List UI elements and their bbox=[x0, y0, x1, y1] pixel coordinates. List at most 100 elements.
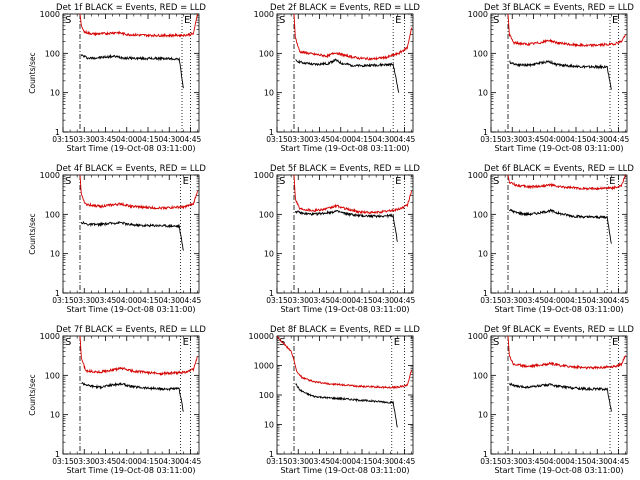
plot-frame bbox=[490, 13, 628, 133]
y-tick-label: 1000 bbox=[254, 171, 274, 180]
marker-label-e: E bbox=[612, 15, 618, 26]
panel-title: Det 4f BLACK = Events, RED = LLD bbox=[56, 164, 206, 174]
plot-frame bbox=[62, 13, 200, 133]
y-tick-label: 1000 bbox=[40, 332, 60, 341]
x-tick-label: 04:30 bbox=[586, 135, 608, 144]
y-axis-label: Counts/sec bbox=[28, 374, 37, 415]
plot-frame bbox=[490, 335, 628, 455]
x-tick-label: 04:45 bbox=[394, 457, 416, 466]
marker-label-e: E bbox=[394, 337, 400, 348]
y-tick-label: 10 bbox=[50, 250, 60, 259]
y-tick-label: 1 bbox=[483, 289, 488, 298]
events-trace-black bbox=[295, 383, 398, 428]
x-tick-label: 04:45 bbox=[608, 457, 630, 466]
lld-trace-red bbox=[507, 336, 626, 370]
y-tick-label: 10 bbox=[264, 89, 274, 98]
x-axis-label: Start Time (19-Oct-08 03:11:00) bbox=[494, 466, 623, 475]
x-axis-label: Start Time (19-Oct-08 03:11:00) bbox=[280, 144, 409, 153]
x-tick-label: 04:15 bbox=[351, 135, 373, 144]
panel-title: Det 8f BLACK = Events, RED = LLD bbox=[270, 325, 420, 335]
lld-trace-red bbox=[79, 14, 199, 39]
panel-title: Det 3f BLACK = Events, RED = LLD bbox=[484, 3, 634, 13]
x-tick-label: 03:45 bbox=[309, 457, 331, 466]
y-tick-label: 10 bbox=[478, 411, 488, 420]
y-tick-label: 100 bbox=[473, 210, 488, 219]
marker-label-e: E bbox=[395, 176, 401, 187]
panel-title: Det 1f BLACK = Events, RED = LLD bbox=[56, 3, 206, 13]
plot-frame bbox=[62, 335, 200, 455]
x-axis-label: Start Time (19-Oct-08 03:11:00) bbox=[494, 305, 623, 314]
events-trace-black bbox=[509, 382, 612, 412]
x-axis-label: Start Time (19-Oct-08 03:11:00) bbox=[66, 144, 195, 153]
x-tick-label: 03:15 bbox=[266, 296, 288, 305]
y-axis-label: Counts/sec bbox=[28, 52, 37, 93]
y-axis-label: Counts/sec bbox=[28, 213, 37, 254]
x-tick-label: 03:30 bbox=[287, 135, 309, 144]
lld-trace-red bbox=[293, 14, 413, 61]
y-tick-label: 1000 bbox=[468, 171, 488, 180]
x-tick-label: 04:00 bbox=[116, 135, 138, 144]
marker-label-s: S bbox=[65, 176, 71, 187]
y-tick-label: 1 bbox=[55, 289, 60, 298]
x-tick-label: 03:45 bbox=[95, 135, 117, 144]
y-tick-label: 1000 bbox=[254, 10, 274, 19]
x-tick-label: 04:30 bbox=[158, 457, 180, 466]
x-axis-label: Start Time (19-Oct-08 03:11:00) bbox=[494, 144, 623, 153]
panel-det-9: Det 9f BLACK = Events, RED = LLD 1 10 100 10… bbox=[468, 325, 635, 475]
events-trace-black bbox=[295, 58, 400, 93]
panel-title: Det 2f BLACK = Events, RED = LLD bbox=[270, 3, 420, 13]
events-trace-black bbox=[81, 381, 184, 412]
y-tick-label: 10000 bbox=[249, 332, 274, 341]
marker-label-e: E bbox=[183, 176, 189, 187]
marker-label-s: S bbox=[65, 15, 71, 26]
lld-trace-red bbox=[293, 175, 413, 215]
x-tick-label: 04:00 bbox=[330, 457, 352, 466]
marker-label-s: S bbox=[279, 176, 285, 187]
x-tick-label: 03:45 bbox=[309, 296, 331, 305]
y-tick-label: 1000 bbox=[468, 10, 488, 19]
x-tick-label: 04:30 bbox=[586, 457, 608, 466]
marker-label-e: E bbox=[395, 15, 401, 26]
plot-frame bbox=[276, 13, 414, 133]
plot-frame bbox=[62, 174, 200, 294]
marker-label-s: S bbox=[493, 337, 499, 348]
y-tick-label: 100 bbox=[473, 49, 488, 58]
x-tick-label: 03:15 bbox=[480, 296, 502, 305]
y-tick-label: 100 bbox=[259, 210, 274, 219]
lld-trace-red bbox=[507, 175, 626, 191]
x-tick-label: 03:15 bbox=[52, 457, 74, 466]
x-tick-label: 03:45 bbox=[523, 296, 545, 305]
x-tick-label: 04:45 bbox=[180, 135, 202, 144]
x-tick-label: 04:15 bbox=[565, 457, 587, 466]
y-tick-label: 1 bbox=[483, 450, 488, 459]
marker-label-e: E bbox=[183, 337, 189, 348]
y-tick-label: 100 bbox=[45, 210, 60, 219]
panel-det-7: Det 7f BLACK = Events, RED = LLD 1 10 100 10… bbox=[28, 325, 206, 475]
x-tick-label: 03:15 bbox=[266, 457, 288, 466]
panel-title: Det 6f BLACK = Events, RED = LLD bbox=[484, 164, 634, 174]
x-tick-label: 04:45 bbox=[180, 457, 202, 466]
x-tick-label: 03:15 bbox=[52, 296, 74, 305]
x-tick-label: 04:45 bbox=[394, 296, 416, 305]
panel-title: Det 5f BLACK = Events, RED = LLD bbox=[270, 164, 420, 174]
lld-trace-red bbox=[79, 175, 199, 211]
events-trace-black bbox=[294, 209, 398, 242]
x-axis-label: Start Time (19-Oct-08 03:11:00) bbox=[66, 305, 195, 314]
x-tick-label: 04:15 bbox=[565, 296, 587, 305]
marker-label-e: E bbox=[609, 176, 615, 187]
x-tick-label: 04:00 bbox=[544, 296, 566, 305]
y-tick-label: 10 bbox=[50, 89, 60, 98]
x-tick-label: 04:15 bbox=[351, 457, 373, 466]
x-tick-label: 04:30 bbox=[158, 135, 180, 144]
y-tick-label: 1 bbox=[269, 289, 274, 298]
x-tick-label: 04:45 bbox=[180, 296, 202, 305]
panel-det-8: Det 8f BLACK = Events, RED = LLD 1 10 100 10… bbox=[249, 325, 421, 475]
marker-label-s: S bbox=[493, 176, 499, 187]
x-tick-label: 04:30 bbox=[158, 296, 180, 305]
y-tick-label: 1 bbox=[269, 450, 274, 459]
x-tick-label: 03:30 bbox=[73, 296, 95, 305]
y-tick-label: 1000 bbox=[254, 362, 274, 371]
x-tick-label: 03:45 bbox=[95, 457, 117, 466]
x-tick-label: 03:15 bbox=[266, 135, 288, 144]
